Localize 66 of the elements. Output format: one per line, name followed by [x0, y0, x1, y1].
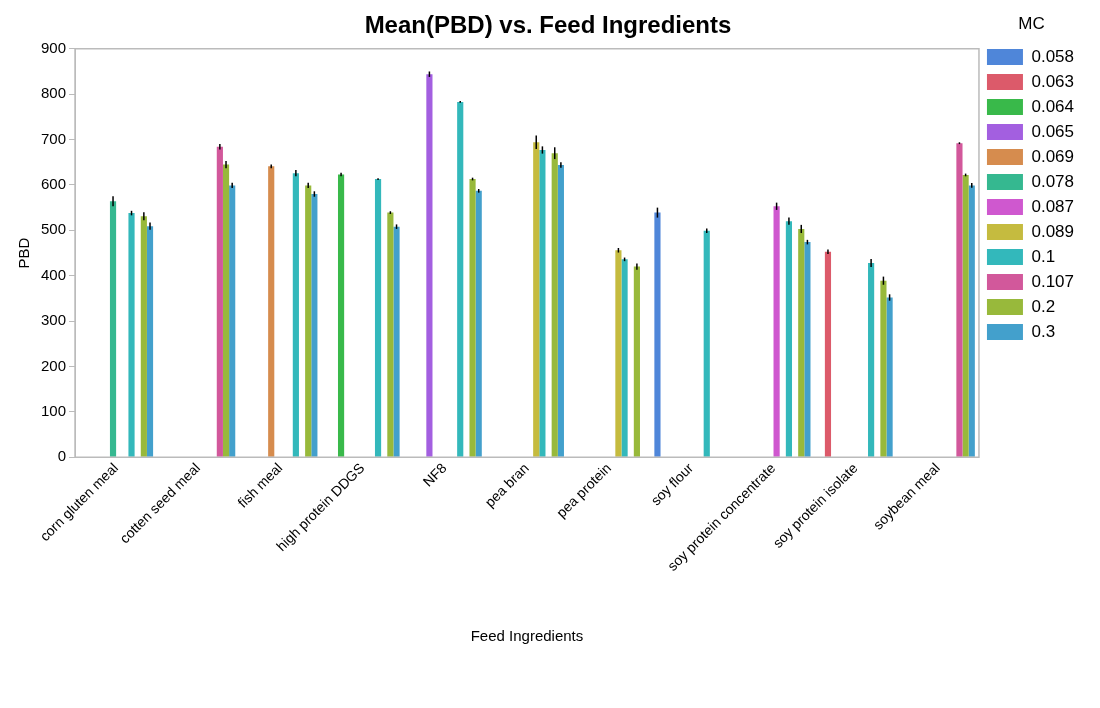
bar — [880, 280, 887, 457]
bar — [292, 173, 299, 457]
y-tick-label: 800 — [41, 84, 67, 102]
bar — [146, 226, 154, 457]
y-tick-label: 100 — [41, 401, 67, 419]
bar — [633, 266, 640, 457]
bar — [140, 216, 147, 457]
bar — [109, 201, 117, 457]
bar — [457, 101, 464, 457]
bar — [216, 146, 223, 457]
bar — [773, 206, 780, 457]
legend-label: 0.087 — [1031, 196, 1075, 216]
bar — [305, 185, 312, 457]
bar — [268, 166, 275, 457]
bar — [798, 228, 805, 457]
bar — [557, 164, 564, 457]
bar — [475, 190, 482, 457]
x-tick-label: pea bran — [481, 459, 532, 511]
legend-label: 0.3 — [1031, 321, 1056, 341]
bar — [222, 164, 230, 457]
y-tick-label: 500 — [41, 220, 67, 238]
chart-title: Mean(PBD) vs. Feed Ingredients — [364, 11, 732, 39]
x-axis-title: Feed Ingredients — [470, 627, 584, 645]
bar — [654, 212, 661, 457]
legend-title: MC — [1018, 14, 1045, 34]
bar — [374, 179, 382, 457]
bar — [533, 142, 540, 457]
legend-label: 0.064 — [1031, 96, 1075, 116]
bar — [968, 185, 975, 457]
y-tick-label: 400 — [41, 265, 67, 283]
legend-label: 0.1 — [1031, 246, 1056, 266]
y-tick-label: 700 — [41, 129, 67, 147]
bar — [337, 174, 345, 457]
y-tick-label: 300 — [41, 311, 67, 329]
legend-label: 0.058 — [1031, 46, 1075, 66]
y-tick-label: 200 — [41, 356, 67, 374]
bar — [785, 221, 793, 457]
bar — [128, 213, 135, 457]
legend-label: 0.065 — [1031, 121, 1075, 141]
bar — [387, 212, 394, 457]
y-tick-label: 900 — [41, 38, 67, 56]
bar — [804, 242, 811, 457]
bar — [703, 230, 710, 457]
y-tick-label: 0 — [57, 447, 67, 465]
legend-label: 0.063 — [1031, 71, 1075, 91]
bar — [615, 250, 622, 457]
legend-label: 0.078 — [1031, 171, 1075, 191]
legend-label: 0.2 — [1031, 296, 1056, 316]
bar — [886, 297, 893, 457]
y-axis-title: PBD — [15, 237, 33, 269]
bar — [229, 185, 236, 457]
bar — [551, 153, 558, 457]
bar — [621, 259, 628, 457]
bar — [426, 74, 433, 457]
bar — [393, 226, 400, 457]
legend-label: 0.069 — [1031, 146, 1075, 166]
bar — [311, 194, 318, 457]
bar — [956, 143, 963, 457]
bar — [962, 174, 969, 457]
legend-label: 0.089 — [1031, 221, 1075, 241]
y-tick-label: 600 — [41, 175, 67, 193]
bar — [539, 150, 546, 457]
bar — [469, 179, 476, 457]
bar — [868, 262, 875, 457]
legend-label: 0.107 — [1031, 271, 1075, 291]
bar — [824, 251, 832, 457]
